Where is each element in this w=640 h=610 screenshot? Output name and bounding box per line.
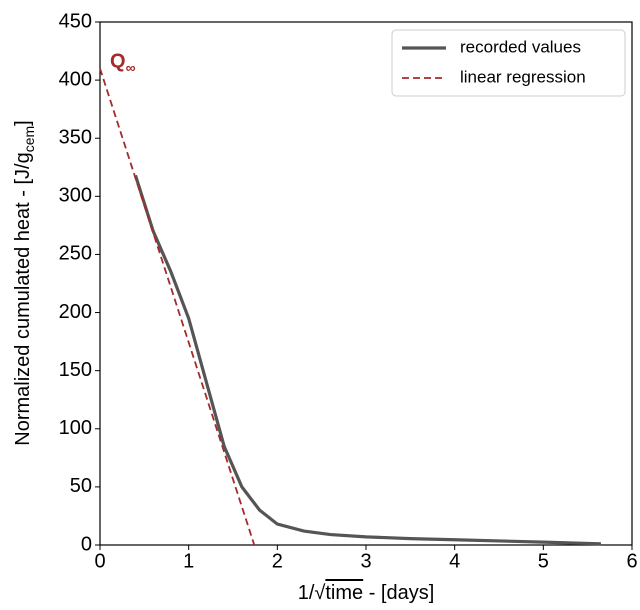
- y-label-part: Normalized cumulated heat - [J/g: [12, 152, 34, 445]
- y-tick-label: 100: [59, 417, 92, 439]
- y-axis-label: Normalized cumulated heat - [J/gcem]: [12, 120, 36, 445]
- y-tick-label: 200: [59, 301, 92, 323]
- x-tick-label: 4: [449, 550, 460, 572]
- y-tick-label: 250: [59, 243, 92, 265]
- y-tick-label: 50: [70, 475, 92, 497]
- legend-box: [391, 29, 626, 97]
- y-tick-label: 150: [59, 359, 92, 381]
- y-tick-label: 300: [59, 185, 92, 207]
- y-tick-label: 0: [81, 533, 92, 555]
- y-label-part: ]: [12, 120, 34, 126]
- data-line: [99, 68, 256, 546]
- x-tick-label: 3: [360, 550, 371, 572]
- y-label-part: cem: [21, 126, 37, 152]
- annotation-sub: ∞: [126, 59, 136, 75]
- annotation-text: Q: [110, 51, 126, 73]
- legend-label: linear regression: [460, 67, 586, 86]
- x-axis-label: 1/√time - [days]: [298, 582, 435, 604]
- x-label-part: - [days]: [363, 582, 434, 604]
- annotation: Q∞: [110, 51, 136, 75]
- x-tick-label: 0: [94, 550, 105, 572]
- x-tick-label: 2: [272, 550, 283, 572]
- y-tick-label: 400: [59, 68, 92, 90]
- y-tick-label: 450: [59, 10, 92, 32]
- x-tick-label: 5: [538, 550, 549, 572]
- x-label-part: 1/√: [298, 582, 326, 604]
- x-label-part: time: [325, 582, 363, 604]
- plot-frame: [99, 21, 633, 546]
- legend-label: recorded values: [460, 37, 581, 56]
- x-tick-label: 1: [183, 550, 194, 572]
- x-tick-label: 6: [626, 550, 637, 572]
- data-line: [133, 174, 602, 546]
- y-tick-label: 350: [59, 127, 92, 149]
